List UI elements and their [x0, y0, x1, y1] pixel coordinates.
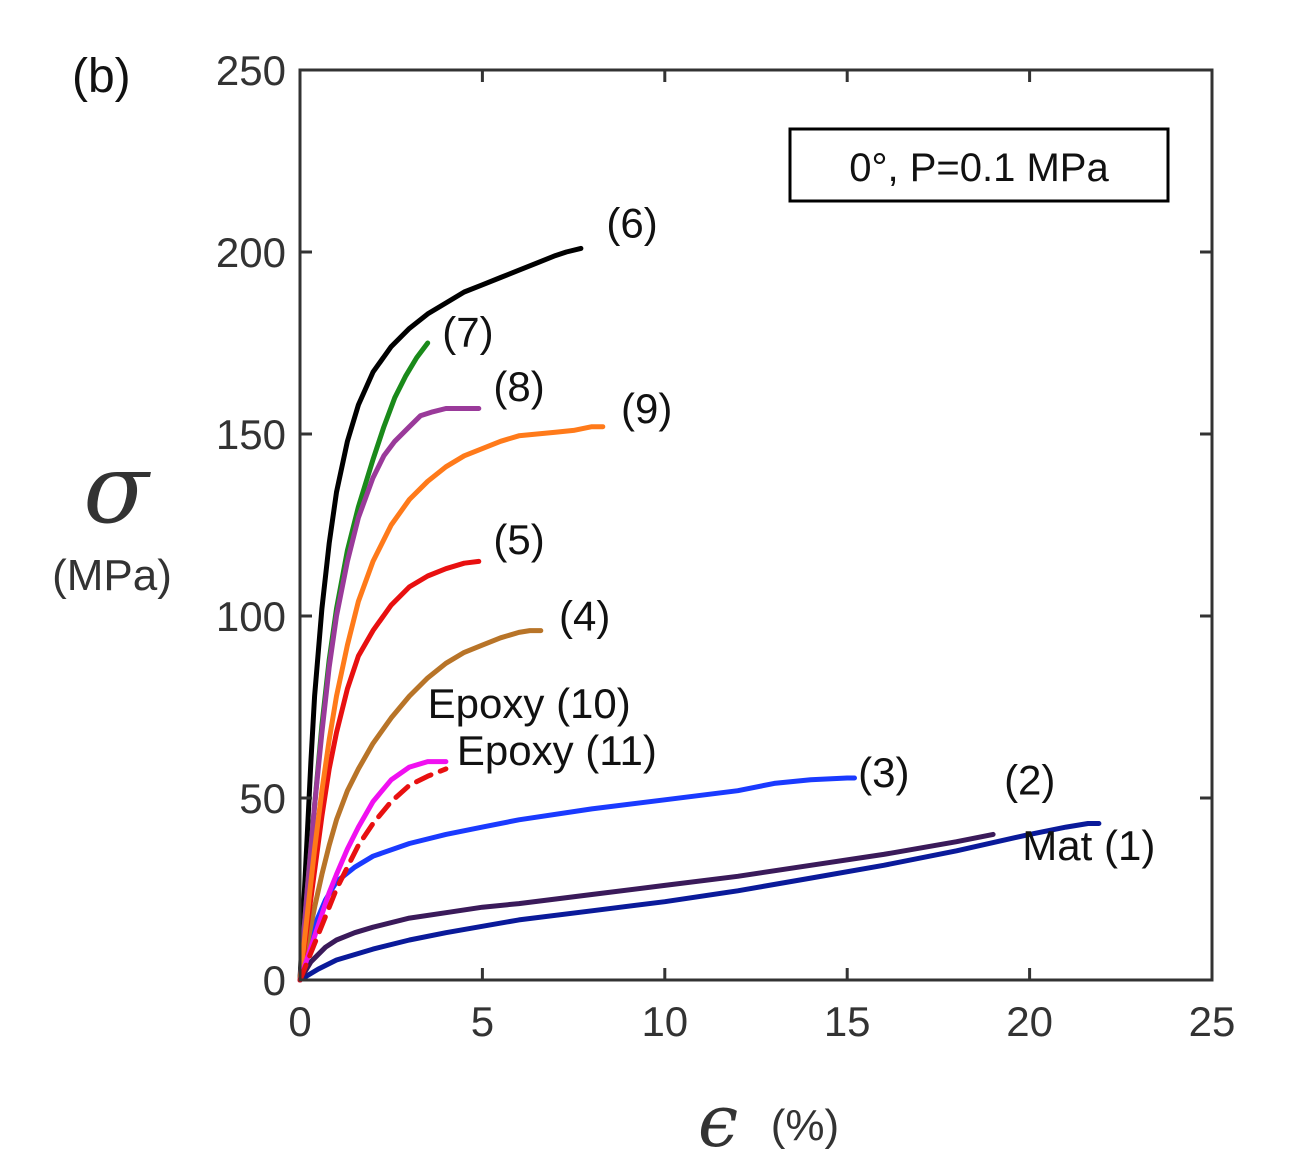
x-tick-label: 5: [471, 998, 494, 1045]
series-line-10: [297, 759, 449, 983]
y-tick-label: 50: [239, 775, 286, 822]
y-tick-label: 200: [216, 229, 286, 276]
series-line-5: [297, 558, 482, 983]
y-tick-label: 0: [263, 957, 286, 1004]
x-axis-symbol: ϵ: [698, 1079, 738, 1163]
series-line-2: [297, 831, 996, 983]
curve-label: (4): [559, 593, 610, 640]
curve-label: (9): [621, 385, 672, 432]
x-axis-title: ϵ (%): [698, 1079, 839, 1163]
x-tick-label: 25: [1189, 998, 1236, 1045]
curve-label: Epoxy (11): [457, 727, 657, 774]
curve-label: (8): [493, 363, 544, 410]
y-axis-unit: (MPa): [52, 551, 172, 600]
series-line-1: [297, 821, 1102, 983]
curve-label: (3): [858, 749, 909, 796]
legend-box: 0°, P=0.1 MPa: [788, 127, 1170, 203]
plot-frame: [298, 68, 1214, 982]
series-lines: [297, 245, 1102, 983]
y-tick-label: 150: [216, 411, 286, 458]
curve-label: (7): [442, 309, 493, 356]
panel-label: (b): [72, 50, 131, 103]
series-line-9: [297, 424, 606, 983]
x-tick-label: 0: [288, 998, 311, 1045]
x-axis-unit: (%): [771, 1101, 839, 1150]
curve-label: (6): [606, 199, 657, 246]
y-tick-label: 250: [216, 47, 286, 94]
x-tick-label: 10: [641, 998, 688, 1045]
curve-label: (5): [493, 516, 544, 563]
curve-label: (2): [1004, 756, 1055, 803]
axes-frame: [298, 68, 1214, 982]
curve-labels: (6) (7)(8) (9) (5) (4) Epoxy (10)Epoxy (11) (3…: [428, 199, 1156, 868]
tick-marks: [298, 68, 1214, 982]
series-line-11: [297, 766, 449, 983]
curve-label: Mat (1): [1022, 822, 1155, 869]
curve-label: Epoxy (10): [428, 680, 631, 727]
series-line-6: [297, 245, 584, 983]
x-tick-label: 20: [1006, 998, 1053, 1045]
y-axis-symbol: σ: [83, 433, 151, 545]
y-axis-title: σ (MPa): [52, 433, 172, 600]
y-tick-label: 100: [216, 593, 286, 640]
legend-text: 0°, P=0.1 MPa: [849, 146, 1109, 190]
x-tick-label: 15: [824, 998, 871, 1045]
series-line-8: [297, 406, 482, 983]
series-line-4: [297, 628, 544, 983]
